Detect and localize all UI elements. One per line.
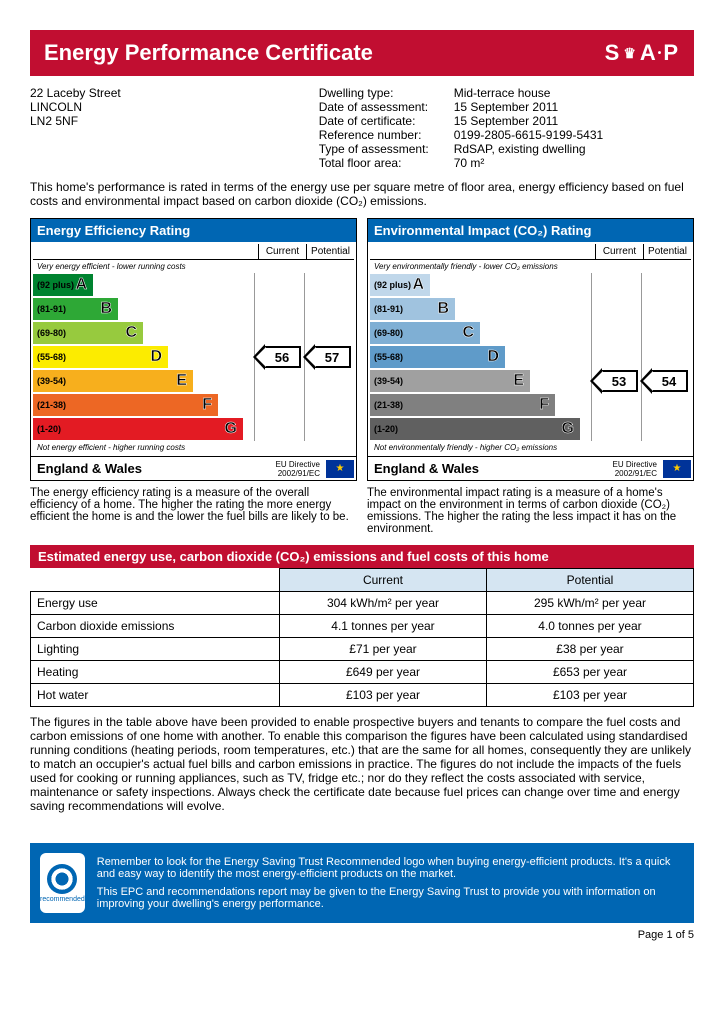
footer-box: recommended Remember to look for the Ene… — [30, 843, 694, 923]
imp-region: England & Wales — [368, 457, 613, 480]
table-row: Carbon dioxide emissions4.1 tonnes per y… — [31, 615, 694, 638]
costs-col-potential: Potential — [486, 569, 693, 592]
footer-para2: This EPC and recommendations report may … — [97, 886, 684, 910]
address-line2: LINCOLN — [30, 100, 319, 114]
reference-label: Reference number: — [319, 128, 454, 142]
floor-area-label: Total floor area: — [319, 156, 454, 170]
eu-flag-icon: ★ — [663, 460, 691, 478]
assessment-date-label: Date of assessment: — [319, 100, 454, 114]
imp-col-potential: Potential — [643, 244, 691, 259]
impact-chart-title: Environmental Impact (CO₂) Rating — [368, 219, 693, 242]
footer-para1: Remember to look for the Energy Saving T… — [97, 856, 684, 880]
potential-rating-arrow: 57 — [313, 346, 351, 368]
table-row: Lighting£71 per year£38 per year — [31, 638, 694, 661]
header-bar: Energy Performance Certificate S♛A•P — [30, 30, 694, 76]
eff-col-current: Current — [258, 244, 306, 259]
impact-description: The environmental impact rating is a mea… — [367, 487, 694, 535]
floor-area: 70 m² — [454, 156, 485, 170]
intro-text: This home's performance is rated in term… — [30, 180, 694, 208]
details-block: Dwelling type:Mid-terrace house Date of … — [319, 86, 694, 170]
eff-bottom-label: Not energy efficient - higher running co… — [33, 441, 354, 454]
dwelling-type: Mid-terrace house — [454, 86, 551, 100]
page-number: Page 1 of 5 — [30, 929, 694, 941]
eu-flag-icon: ★ — [326, 460, 354, 478]
imp-top-label: Very environmentally friendly - lower CO… — [370, 260, 691, 273]
address-line1: 22 Laceby Street — [30, 86, 319, 100]
table-row: Heating£649 per year£653 per year — [31, 661, 694, 684]
efficiency-chart-title: Energy Efficiency Rating — [31, 219, 356, 242]
current-rating-arrow: 53 — [600, 370, 638, 392]
efficiency-description: The energy efficiency rating is a measur… — [30, 487, 357, 535]
eff-col-potential: Potential — [306, 244, 354, 259]
page-title: Energy Performance Certificate — [44, 40, 373, 66]
potential-rating-arrow: 54 — [650, 370, 688, 392]
costs-table: Current Potential Energy use304 kWh/m² p… — [30, 568, 694, 707]
assessment-type: RdSAP, existing dwelling — [454, 142, 586, 156]
efficiency-chart: Energy Efficiency Rating Current Potenti… — [30, 218, 357, 481]
address-line3: LN2 5NF — [30, 114, 319, 128]
table-row: Hot water£103 per year£103 per year — [31, 684, 694, 707]
certificate-date-label: Date of certificate: — [319, 114, 454, 128]
current-rating-arrow: 56 — [263, 346, 301, 368]
certificate-date: 15 September 2011 — [454, 114, 559, 128]
imp-bottom-label: Not environmentally friendly - higher CO… — [370, 441, 691, 454]
eff-top-label: Very energy efficient - lower running co… — [33, 260, 354, 273]
costs-col-current: Current — [279, 569, 486, 592]
address-block: 22 Laceby Street LINCOLN LN2 5NF — [30, 86, 319, 170]
impact-chart: Environmental Impact (CO₂) Rating Curren… — [367, 218, 694, 481]
est-logo: recommended — [40, 853, 85, 913]
assessment-date: 15 September 2011 — [454, 100, 559, 114]
table-row: Energy use304 kWh/m² per year295 kWh/m² … — [31, 592, 694, 615]
dwelling-type-label: Dwelling type: — [319, 86, 454, 100]
assessment-type-label: Type of assessment: — [319, 142, 454, 156]
costs-description: The figures in the table above have been… — [30, 715, 694, 813]
sap-logo: S♛A•P — [605, 40, 680, 66]
reference-number: 0199-2805-6615-9199-5431 — [454, 128, 603, 142]
costs-header: Estimated energy use, carbon dioxide (CO… — [30, 545, 694, 568]
eff-region: England & Wales — [31, 457, 276, 480]
imp-col-current: Current — [595, 244, 643, 259]
